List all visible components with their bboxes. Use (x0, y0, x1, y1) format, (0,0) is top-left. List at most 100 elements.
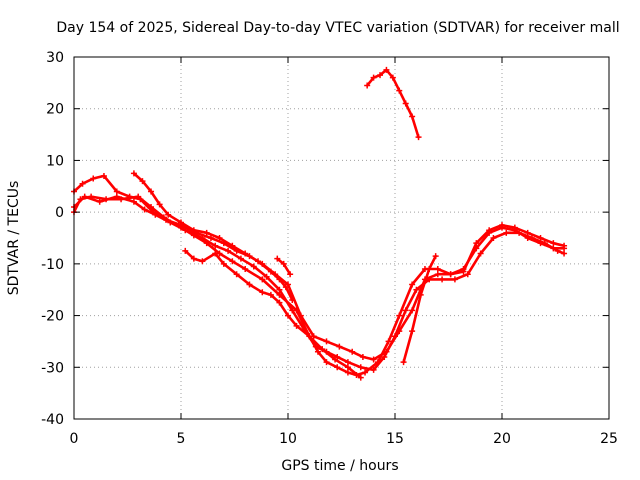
data-series-layer (71, 66, 568, 381)
x-tick-label: 15 (386, 431, 404, 447)
data-point (255, 258, 262, 265)
data-point (381, 353, 388, 360)
data-point (150, 209, 157, 216)
data-point (364, 82, 371, 89)
axis-ticks: 0 5 10 15 20 25 -40 -30 -20 -10 0 10 20 30 (41, 50, 618, 447)
data-point (516, 229, 523, 236)
data-point (293, 322, 300, 329)
data-point (402, 100, 409, 107)
data-point (274, 255, 281, 262)
data-point (165, 211, 172, 218)
data-point (464, 271, 471, 278)
data-point (306, 333, 313, 340)
data-point (148, 188, 155, 195)
x-tick-label: 0 (70, 431, 79, 447)
data-point (319, 346, 326, 353)
y-tick-label: 20 (46, 102, 64, 118)
series-line (402, 254, 437, 364)
data-point (409, 281, 416, 288)
data-point (113, 188, 120, 195)
data-point (434, 266, 441, 273)
data-point (528, 235, 535, 241)
data-point (229, 242, 236, 249)
data-point (537, 235, 544, 241)
data-point (100, 172, 107, 179)
y-tick-label: 10 (46, 153, 64, 169)
data-point (554, 247, 561, 254)
data-point (434, 271, 441, 278)
data-point (396, 328, 403, 335)
data-point (477, 250, 484, 257)
data-point (370, 74, 377, 81)
data-point (190, 255, 197, 262)
data-point (377, 72, 384, 79)
data-point (499, 222, 505, 229)
data-point (79, 180, 86, 187)
data-point (289, 307, 296, 314)
data-point (402, 307, 409, 314)
data-point (524, 229, 531, 236)
series-track-8 (364, 66, 422, 141)
data-point (323, 338, 330, 345)
grid-lines (74, 57, 609, 419)
data-point (417, 291, 424, 298)
x-tick-label: 5 (177, 431, 186, 447)
data-point (389, 74, 396, 81)
data-point (212, 250, 219, 257)
data-point (357, 364, 364, 371)
data-point (314, 348, 321, 355)
data-point (385, 338, 392, 345)
data-point (113, 193, 120, 200)
data-point (426, 266, 433, 273)
data-point (490, 235, 497, 241)
data-point (259, 276, 266, 283)
x-tick-label: 25 (600, 431, 618, 447)
series-track-1 (71, 193, 568, 379)
data-point (250, 263, 257, 270)
data-point (289, 297, 296, 304)
y-tick-label: -30 (41, 360, 64, 376)
chart-title: Day 154 of 2025, Sidereal Day-to-day VTE… (56, 20, 619, 36)
data-point (242, 250, 249, 257)
series-line (72, 195, 566, 372)
data-point (267, 268, 274, 275)
data-point (282, 284, 289, 291)
data-point (276, 276, 283, 283)
data-point (297, 312, 304, 319)
y-tick-label: 0 (55, 205, 64, 221)
data-point (139, 178, 146, 185)
data-point (561, 250, 568, 257)
data-point (246, 281, 253, 288)
y-tick-label: 30 (46, 50, 64, 66)
data-point (137, 196, 144, 203)
data-point (451, 276, 458, 283)
data-point (163, 216, 170, 223)
data-point (178, 219, 184, 226)
x-axis-label: GPS time / hours (281, 458, 398, 474)
data-point (259, 289, 266, 296)
data-point (400, 359, 407, 366)
data-point (212, 242, 219, 249)
data-point (409, 113, 416, 120)
data-point (242, 266, 249, 273)
data-point (334, 364, 341, 371)
data-point (349, 348, 356, 355)
y-tick-label: -40 (41, 412, 64, 428)
series-line (72, 195, 566, 377)
data-point (229, 258, 236, 265)
data-point (383, 66, 390, 73)
data-point (359, 353, 366, 360)
series-track-6 (400, 253, 439, 366)
data-point (237, 255, 244, 262)
data-point (207, 235, 214, 241)
data-point (276, 299, 283, 306)
data-point (182, 247, 189, 254)
data-point (199, 258, 206, 265)
data-point (96, 198, 103, 205)
data-point (357, 374, 364, 381)
data-point (285, 312, 291, 319)
data-point (90, 175, 97, 182)
data-point (203, 229, 210, 236)
data-point (323, 359, 330, 366)
data-point (561, 242, 568, 249)
